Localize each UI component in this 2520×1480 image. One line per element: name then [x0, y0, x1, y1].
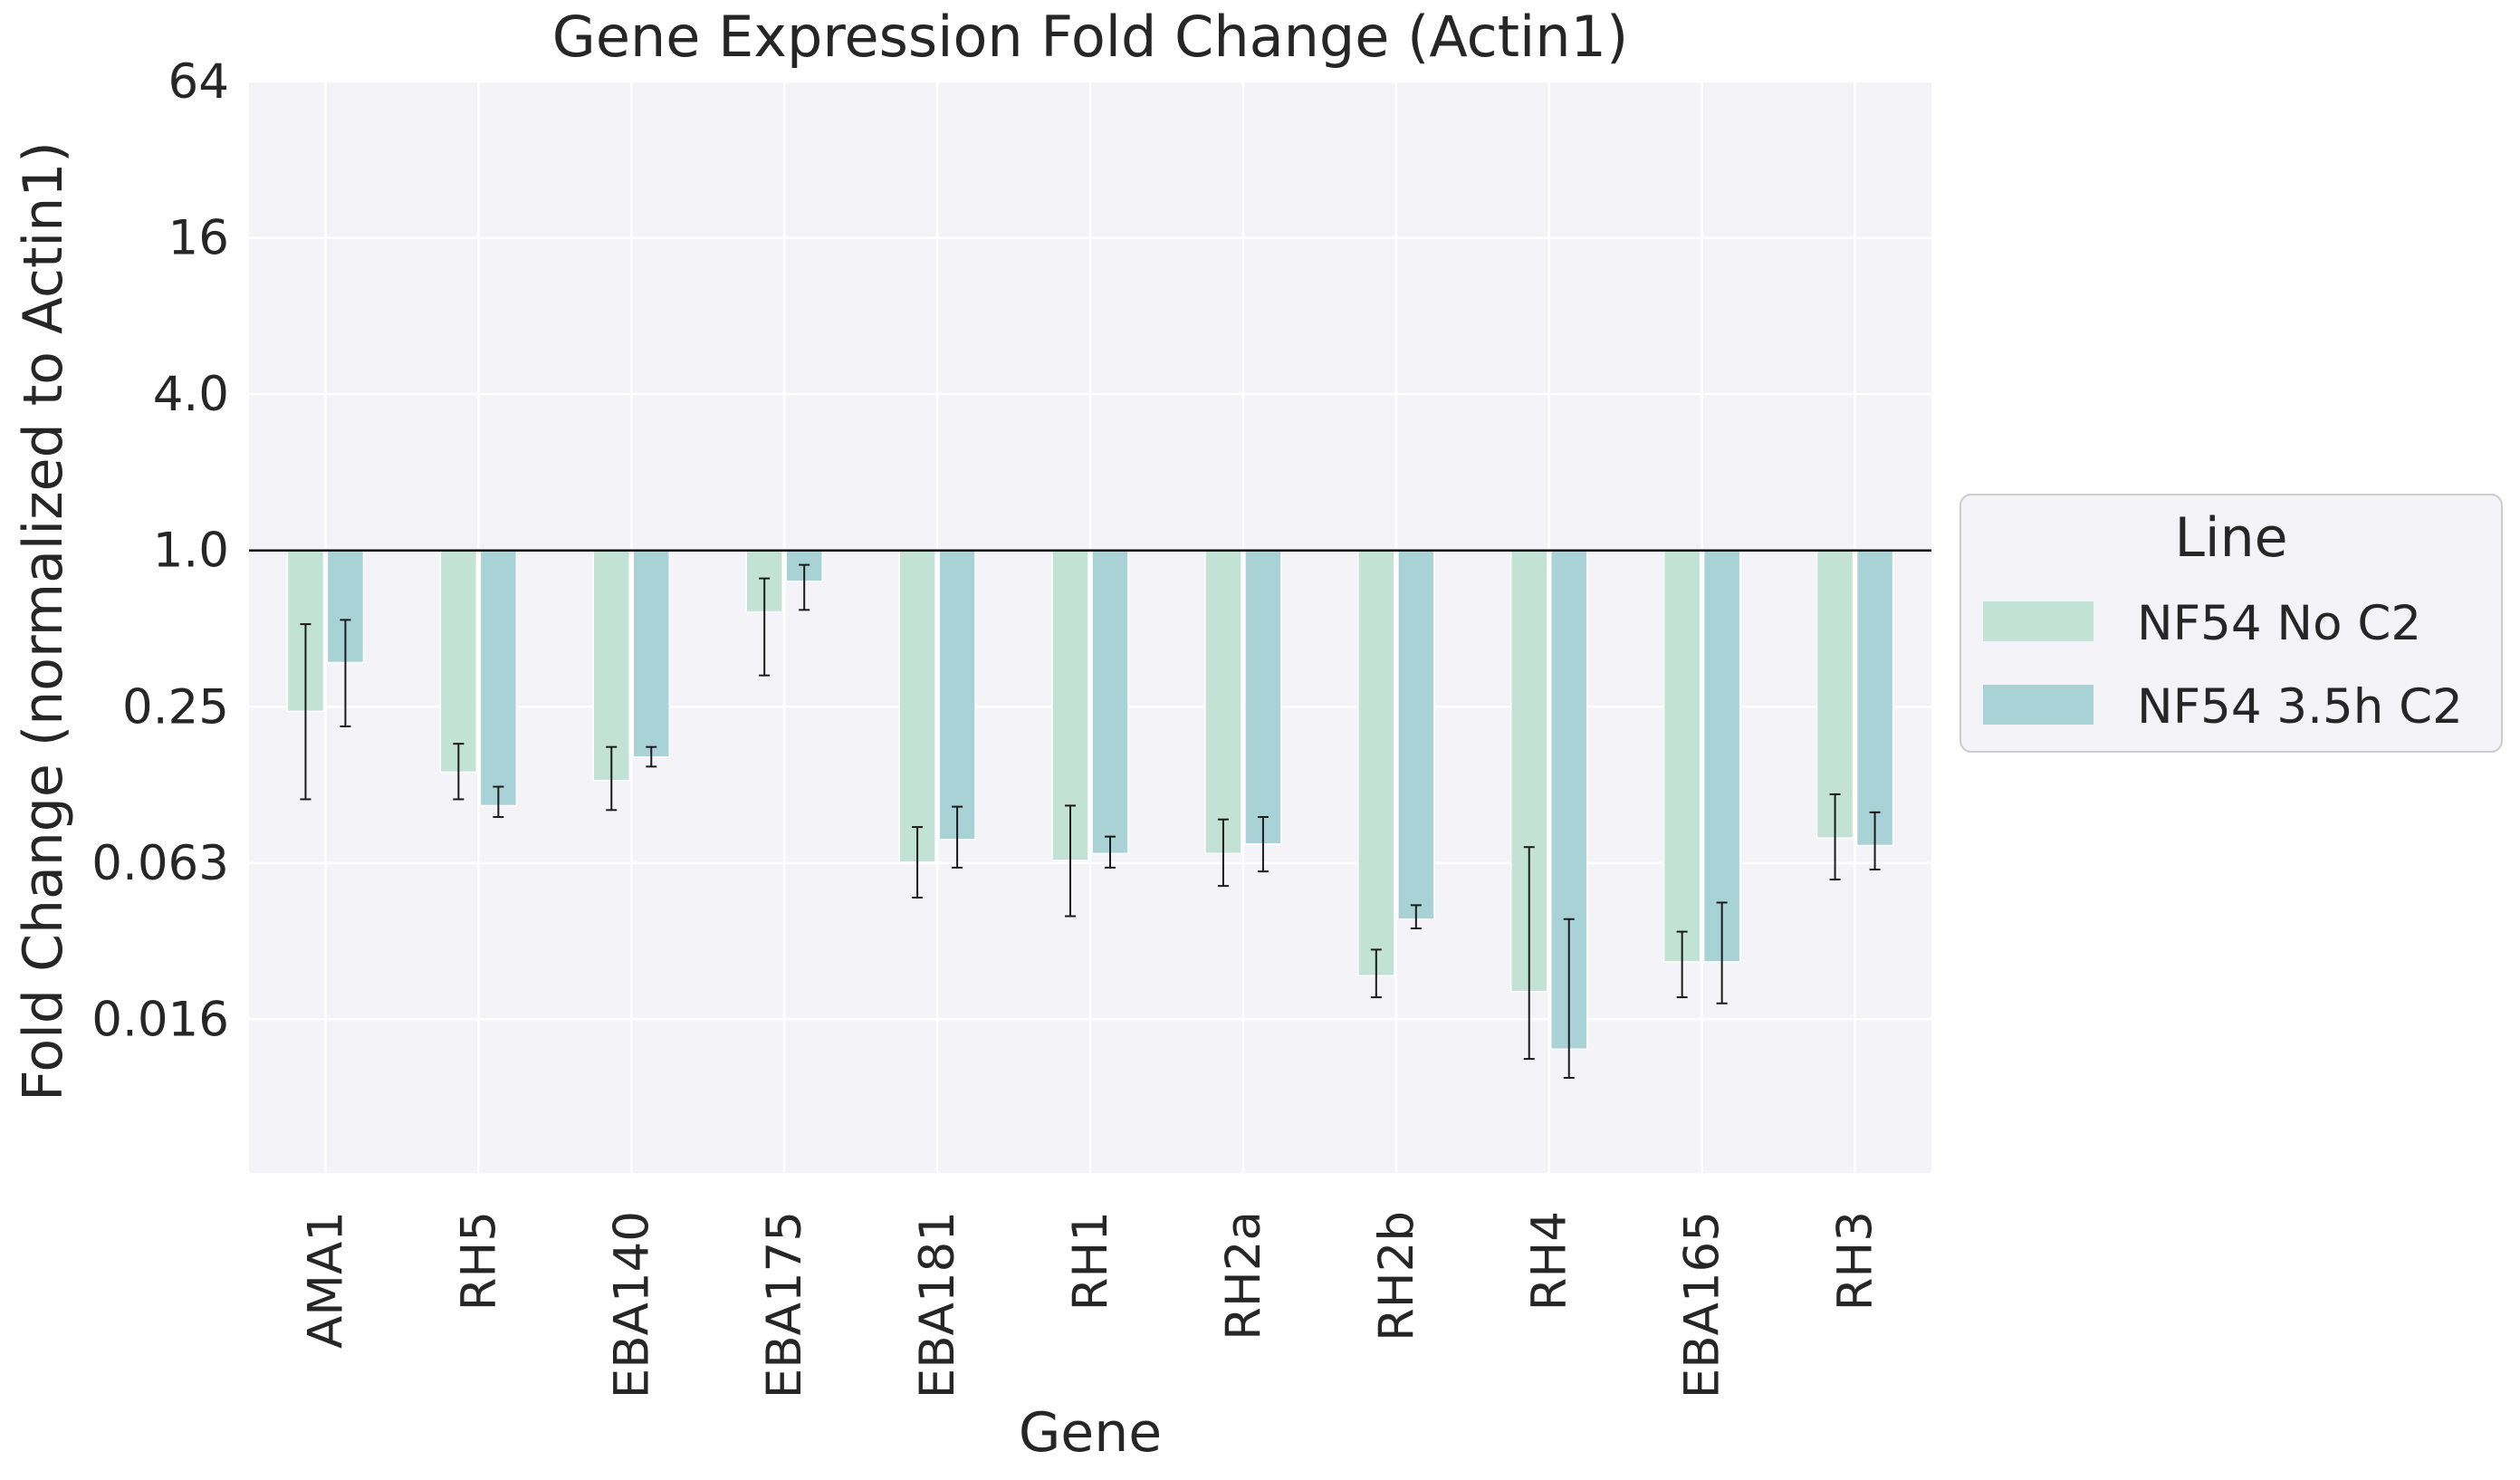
legend-items: NF54 No C2 NF54 3.5h C2 — [1983, 596, 2463, 735]
x-tick-label: EBA165 — [1675, 1211, 1730, 1398]
bar — [1204, 549, 1242, 855]
y-tick-label: 4.0 — [153, 367, 229, 422]
error-bars — [300, 563, 1881, 1079]
y-tick-label: 0.016 — [91, 992, 229, 1047]
y-tick-label: 16 — [168, 211, 229, 266]
bar — [479, 549, 518, 807]
bar — [1091, 549, 1129, 855]
x-tick-label: EBA140 — [604, 1211, 659, 1398]
bar — [1397, 549, 1435, 920]
y-axis-title: Fold Change (normalized to Actin1) — [12, 141, 75, 1101]
legend-label: NF54 No C2 — [2137, 596, 2421, 651]
chart-title: Gene Expression Fold Change (Actin1) — [552, 4, 1628, 70]
x-tick-label: RH2b — [1369, 1211, 1424, 1341]
legend-label: NF54 3.5h C2 — [2137, 679, 2463, 735]
bar — [1662, 549, 1701, 963]
legend-title: Line — [2174, 506, 2287, 570]
x-tick-label: RH2a — [1216, 1211, 1271, 1341]
bar — [1244, 549, 1282, 845]
legend-swatch — [1983, 685, 2094, 725]
legend: Line NF54 No C2 NF54 3.5h C2 — [1959, 494, 2503, 753]
bar — [938, 549, 976, 841]
y-tick-label: 1.0 — [153, 524, 229, 579]
bar — [592, 549, 631, 782]
x-axis-title: Gene — [1019, 1401, 1162, 1465]
y-tick-label: 64 — [168, 54, 229, 110]
bar — [439, 549, 478, 774]
x-tick-label: RH5 — [451, 1211, 506, 1311]
bar — [898, 549, 936, 863]
bar — [632, 549, 671, 758]
x-axis-ticks: AMA1 RH5 EBA140 EBA175 EBA181 RH1 RH2a RH2b RH4 E… — [298, 1211, 1883, 1398]
legend-frame — [1959, 494, 2503, 753]
bar — [1855, 549, 1894, 847]
y-tick-label: 0.063 — [91, 836, 229, 891]
y-axis-ticks: 64 16 4.0 1.0 0.25 0.063 0.016 — [91, 54, 229, 1047]
x-tick-label: EBA175 — [757, 1211, 812, 1398]
bar — [1357, 549, 1395, 977]
x-tick-label: AMA1 — [298, 1211, 353, 1349]
x-tick-label: RH1 — [1063, 1211, 1118, 1311]
x-tick-label: RH3 — [1828, 1211, 1883, 1311]
x-tick-label: RH4 — [1522, 1211, 1577, 1311]
legend-swatch — [1983, 601, 2094, 641]
bar — [1702, 549, 1741, 963]
x-tick-label: EBA181 — [910, 1211, 965, 1398]
y-tick-label: 0.25 — [122, 679, 229, 735]
grid-lines — [249, 80, 1931, 1173]
